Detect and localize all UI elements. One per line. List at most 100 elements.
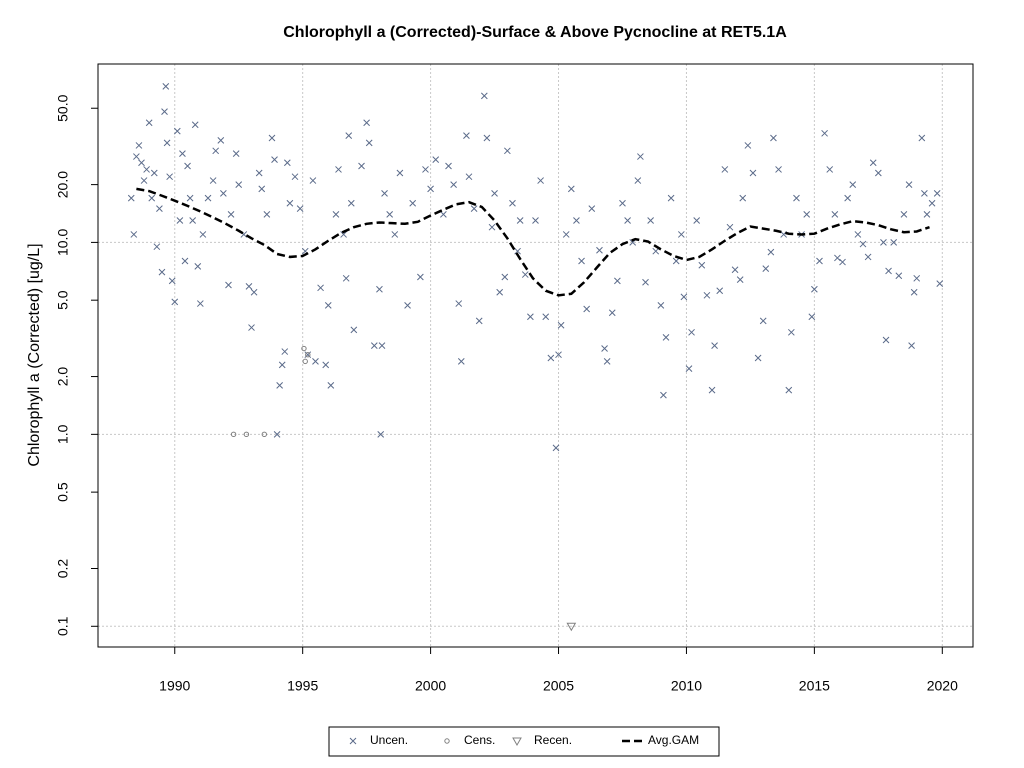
point bbox=[885, 267, 892, 275]
point bbox=[716, 287, 724, 295]
point bbox=[148, 194, 156, 202]
point bbox=[340, 231, 347, 238]
point bbox=[770, 134, 777, 142]
point bbox=[273, 430, 281, 438]
point bbox=[831, 210, 839, 218]
point bbox=[923, 210, 931, 218]
point bbox=[754, 354, 762, 362]
point bbox=[386, 210, 394, 218]
legend-symbol bbox=[444, 738, 450, 744]
point bbox=[918, 134, 926, 142]
point bbox=[194, 263, 202, 270]
point bbox=[158, 268, 166, 276]
point bbox=[509, 199, 516, 207]
point bbox=[660, 391, 667, 399]
point bbox=[258, 185, 266, 193]
point bbox=[721, 166, 729, 173]
point bbox=[672, 257, 680, 265]
point bbox=[483, 134, 491, 142]
point bbox=[895, 272, 903, 280]
point bbox=[826, 166, 834, 173]
point bbox=[304, 351, 312, 359]
y-tick-label: 1.0 bbox=[55, 424, 71, 444]
point bbox=[785, 386, 793, 394]
point bbox=[642, 278, 649, 286]
point bbox=[235, 181, 243, 188]
point bbox=[680, 293, 688, 301]
point bbox=[184, 162, 191, 170]
point bbox=[603, 358, 611, 365]
point bbox=[882, 336, 890, 344]
point bbox=[908, 342, 915, 349]
point bbox=[186, 194, 194, 202]
point bbox=[634, 177, 642, 184]
point bbox=[537, 177, 544, 184]
point bbox=[173, 127, 181, 135]
point bbox=[749, 169, 757, 177]
point bbox=[296, 205, 304, 212]
point bbox=[731, 266, 739, 274]
point bbox=[542, 313, 550, 321]
legend-label: Cens. bbox=[464, 733, 495, 747]
point bbox=[793, 194, 800, 202]
point bbox=[890, 239, 898, 246]
point bbox=[744, 142, 752, 149]
point bbox=[573, 217, 580, 224]
point bbox=[377, 430, 385, 438]
point bbox=[291, 173, 299, 181]
point bbox=[130, 231, 138, 238]
point bbox=[204, 194, 212, 202]
point bbox=[345, 132, 353, 139]
point bbox=[445, 162, 452, 170]
point bbox=[463, 132, 470, 139]
point bbox=[736, 276, 744, 283]
point bbox=[378, 342, 386, 349]
point bbox=[278, 361, 286, 369]
point bbox=[150, 169, 158, 177]
x-tick-label: 2005 bbox=[543, 678, 574, 694]
point bbox=[685, 365, 693, 372]
point bbox=[928, 199, 936, 207]
x-tick-label: 2015 bbox=[799, 678, 830, 694]
point bbox=[905, 181, 913, 188]
point bbox=[156, 205, 163, 212]
point bbox=[521, 271, 529, 278]
point bbox=[608, 309, 616, 317]
point bbox=[821, 129, 828, 137]
point bbox=[501, 273, 509, 281]
point bbox=[619, 199, 626, 207]
point bbox=[588, 205, 596, 212]
point bbox=[440, 210, 447, 218]
point bbox=[849, 181, 857, 188]
point bbox=[514, 247, 521, 255]
point bbox=[455, 300, 463, 307]
point bbox=[808, 313, 816, 321]
point bbox=[601, 345, 608, 352]
y-tick-label: 50.0 bbox=[55, 94, 71, 121]
point bbox=[271, 156, 278, 163]
point bbox=[854, 231, 862, 238]
y-tick-label: 0.1 bbox=[55, 616, 71, 636]
point bbox=[227, 210, 235, 218]
point bbox=[527, 313, 534, 321]
point bbox=[839, 258, 846, 266]
point bbox=[217, 137, 225, 144]
point bbox=[381, 190, 388, 197]
point bbox=[775, 166, 782, 173]
point bbox=[281, 348, 289, 355]
point bbox=[936, 280, 944, 287]
point bbox=[250, 288, 258, 296]
point bbox=[427, 185, 434, 193]
point bbox=[803, 210, 811, 218]
point bbox=[230, 431, 237, 438]
point bbox=[196, 300, 204, 307]
point bbox=[417, 273, 424, 281]
point bbox=[874, 169, 882, 177]
point bbox=[163, 139, 171, 147]
y-axis-label: Chlorophyll a (Corrected) [ug/L] bbox=[26, 243, 43, 466]
point bbox=[212, 147, 220, 155]
plot-frame bbox=[97, 63, 974, 648]
